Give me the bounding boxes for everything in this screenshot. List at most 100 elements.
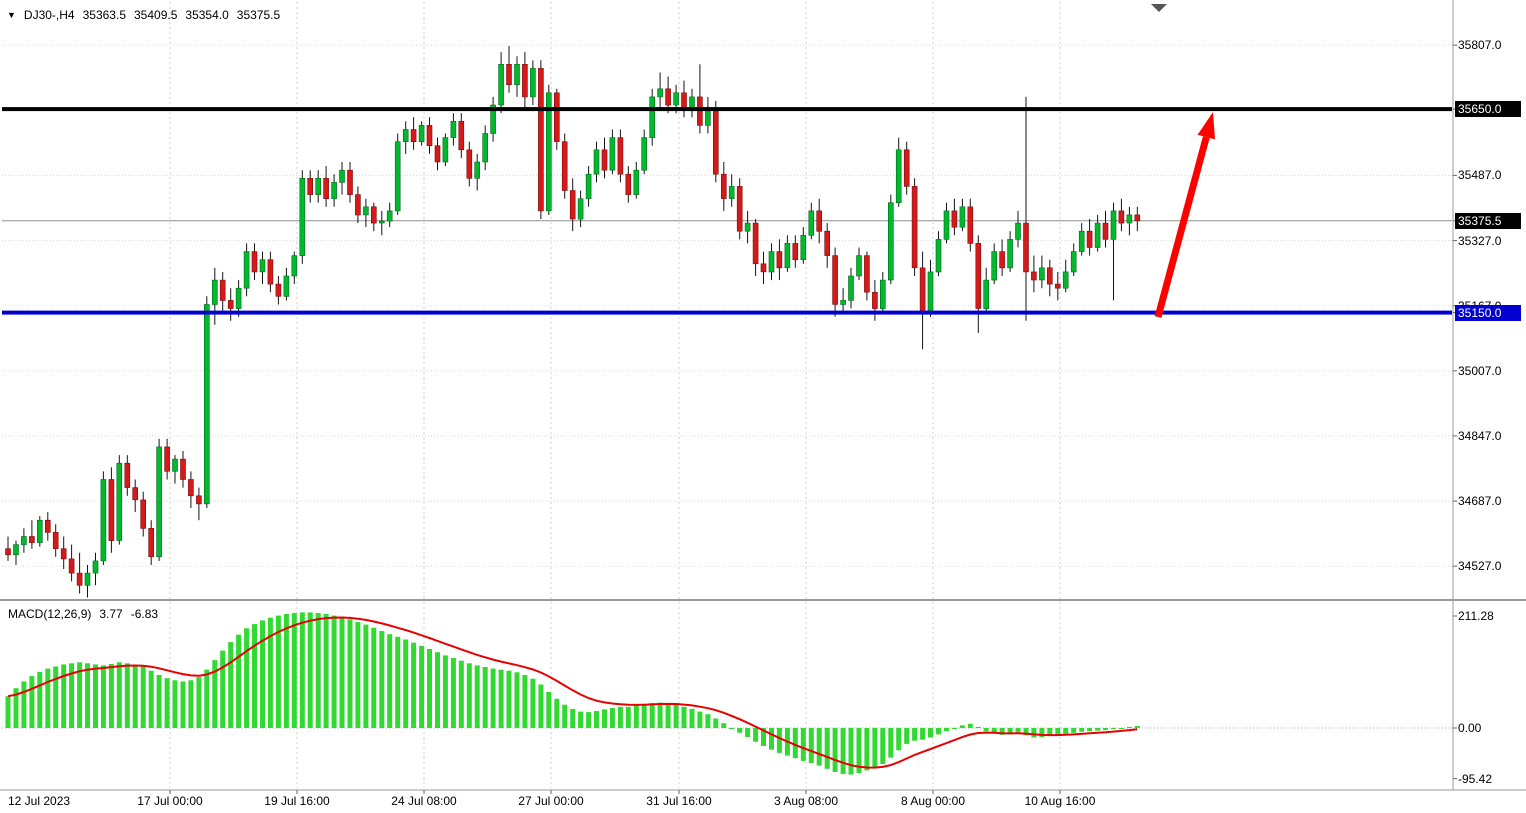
candle-body bbox=[593, 149, 600, 175]
macd-bar bbox=[164, 678, 170, 728]
price-tick-label: 34847.0 bbox=[1458, 429, 1502, 443]
candle-body bbox=[52, 532, 59, 550]
macd-bar bbox=[657, 702, 663, 728]
candle-body bbox=[307, 178, 314, 195]
candles-layer bbox=[5, 46, 1141, 598]
macd-bar bbox=[419, 645, 425, 728]
candle-body bbox=[800, 235, 807, 261]
candle-body bbox=[943, 210, 950, 240]
candle-body bbox=[625, 173, 632, 195]
candle-body bbox=[299, 178, 306, 256]
macd-bar bbox=[753, 728, 759, 742]
macd-bar bbox=[252, 624, 257, 728]
macd-bar bbox=[769, 728, 774, 750]
candle-body bbox=[323, 178, 329, 200]
macd-bar bbox=[331, 615, 337, 728]
macd-axis-label: 211.28 bbox=[1458, 609, 1494, 623]
price-tick-label: 34687.0 bbox=[1458, 494, 1502, 508]
candle-body bbox=[768, 251, 775, 273]
macd-bar bbox=[617, 706, 623, 728]
macd-bar bbox=[220, 650, 226, 728]
trend-arrow-shaft[interactable] bbox=[1154, 136, 1210, 318]
support-line[interactable] bbox=[2, 310, 1452, 315]
candle-body bbox=[29, 536, 35, 543]
macd-bar bbox=[880, 728, 886, 764]
macd-bar bbox=[975, 726, 981, 728]
candle-body bbox=[291, 255, 298, 277]
candle-body bbox=[466, 149, 473, 179]
symbol-dropdown-triangle-icon[interactable]: ▼ bbox=[7, 9, 16, 20]
macd-bar bbox=[156, 675, 162, 728]
macd-bar bbox=[1126, 726, 1132, 728]
macd-bar bbox=[498, 669, 504, 728]
candle-body bbox=[227, 300, 234, 309]
candle-body bbox=[219, 279, 226, 301]
candle-body bbox=[697, 96, 703, 126]
macd-bar bbox=[530, 678, 536, 728]
macd-bar bbox=[808, 728, 814, 763]
candle-body bbox=[951, 210, 958, 228]
candle-body bbox=[1110, 210, 1117, 240]
candle-body bbox=[657, 88, 663, 98]
candle-body bbox=[363, 206, 369, 216]
candle-body bbox=[1062, 271, 1069, 289]
macd-bar bbox=[1039, 728, 1045, 737]
candle-body bbox=[776, 251, 783, 269]
macd-bar bbox=[45, 668, 51, 728]
macd-bar bbox=[69, 663, 75, 728]
candle-body bbox=[641, 137, 648, 171]
macd-bar bbox=[848, 728, 854, 775]
macd-bar bbox=[538, 684, 544, 728]
macd-bar bbox=[522, 675, 528, 728]
macd-bar bbox=[212, 660, 218, 728]
macd-label: MACD(12,26,9) bbox=[8, 607, 92, 621]
macd-bar bbox=[625, 706, 631, 728]
macd-bar bbox=[514, 672, 520, 728]
candle-body bbox=[243, 251, 250, 289]
macd-bar bbox=[1103, 728, 1108, 731]
macd-axis-label: -95.42 bbox=[1458, 772, 1493, 786]
macd-bar bbox=[896, 728, 902, 751]
macd-axis-label: 0.00 bbox=[1458, 721, 1482, 735]
macd-bar bbox=[387, 634, 393, 728]
candle-body bbox=[530, 68, 536, 98]
candle-body bbox=[1126, 214, 1133, 224]
resistance-price-badge: 35650.0 bbox=[1455, 101, 1521, 117]
candle-body bbox=[355, 194, 361, 216]
candle-body bbox=[92, 560, 99, 574]
candle-body bbox=[132, 487, 138, 501]
macd-bar bbox=[1031, 728, 1037, 738]
time-axis-label: 31 Jul 16:00 bbox=[646, 794, 712, 808]
macd-bar bbox=[379, 631, 385, 728]
macd-bar bbox=[920, 728, 926, 740]
candle-body bbox=[728, 186, 735, 199]
macd-bar bbox=[689, 708, 695, 728]
resistance-line[interactable] bbox=[2, 107, 1452, 112]
candle-body bbox=[712, 108, 719, 175]
candle-body bbox=[744, 222, 751, 232]
price-tick-label: 35487.0 bbox=[1458, 168, 1502, 182]
candle-body bbox=[1094, 222, 1101, 248]
macd-bar bbox=[1015, 728, 1021, 733]
macd-bar bbox=[29, 676, 35, 728]
macd-header: MACD(12,26,9) 3.77 -6.83 bbox=[8, 607, 158, 621]
candle-body bbox=[450, 121, 457, 138]
macd-bar bbox=[554, 698, 560, 728]
candle-body bbox=[331, 182, 337, 199]
ohlc-low: 35354.0 bbox=[185, 8, 229, 22]
price-tick-label: 35807.0 bbox=[1458, 38, 1502, 52]
macd-bar bbox=[737, 728, 743, 733]
candle-body bbox=[816, 210, 823, 232]
candle-body bbox=[1047, 267, 1053, 285]
candle-body bbox=[553, 92, 560, 142]
macd-bar bbox=[983, 728, 989, 732]
candle-body bbox=[1070, 251, 1077, 273]
macd-bar bbox=[466, 663, 472, 728]
macd-bar bbox=[1007, 728, 1013, 735]
trend-arrow-head[interactable] bbox=[1197, 112, 1215, 140]
macd-bar bbox=[228, 642, 234, 728]
chart-shift-marker-icon[interactable] bbox=[1151, 4, 1167, 12]
macd-bar bbox=[442, 655, 448, 728]
